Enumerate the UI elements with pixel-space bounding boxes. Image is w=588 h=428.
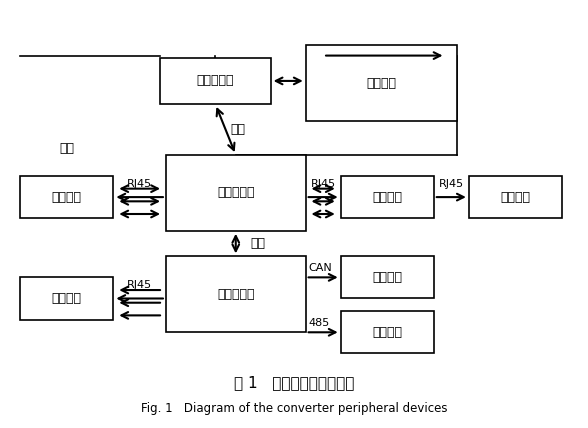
Text: 信号转换器: 信号转换器 xyxy=(217,288,255,301)
Text: 其他设备: 其他设备 xyxy=(52,292,82,305)
Text: RJ45: RJ45 xyxy=(127,280,152,290)
Bar xyxy=(306,45,457,121)
Text: 监控主机: 监控主机 xyxy=(366,77,396,89)
Bar xyxy=(469,176,562,218)
Text: RJ45: RJ45 xyxy=(439,178,464,189)
Bar xyxy=(160,58,270,104)
Bar xyxy=(20,176,113,218)
Text: Fig. 1   Diagram of the converter peripheral devices: Fig. 1 Diagram of the converter peripher… xyxy=(141,402,447,415)
Bar xyxy=(20,277,113,320)
Text: 其他设备: 其他设备 xyxy=(500,190,530,204)
Bar xyxy=(340,256,434,298)
Text: 其他设备: 其他设备 xyxy=(372,190,402,204)
Bar xyxy=(340,176,434,218)
Bar xyxy=(166,256,306,332)
Text: 其他设备: 其他设备 xyxy=(372,271,402,284)
Text: 光缆: 光缆 xyxy=(230,123,245,136)
Text: 图 1   转换器外围设备框图: 图 1 转换器外围设备框图 xyxy=(234,375,354,390)
Text: 485: 485 xyxy=(309,318,330,328)
Bar xyxy=(166,155,306,231)
Bar xyxy=(340,311,434,354)
Text: 光缆: 光缆 xyxy=(250,237,265,250)
Text: 其他设备: 其他设备 xyxy=(372,326,402,339)
Text: 地面交换机: 地面交换机 xyxy=(196,74,234,87)
Text: 其他设备: 其他设备 xyxy=(52,190,82,204)
Text: CAN: CAN xyxy=(309,263,332,273)
Text: RJ45: RJ45 xyxy=(310,178,336,189)
Text: RJ45: RJ45 xyxy=(127,178,152,189)
Text: 网络服务器: 网络服务器 xyxy=(217,186,255,199)
Text: 地下: 地下 xyxy=(59,142,74,155)
